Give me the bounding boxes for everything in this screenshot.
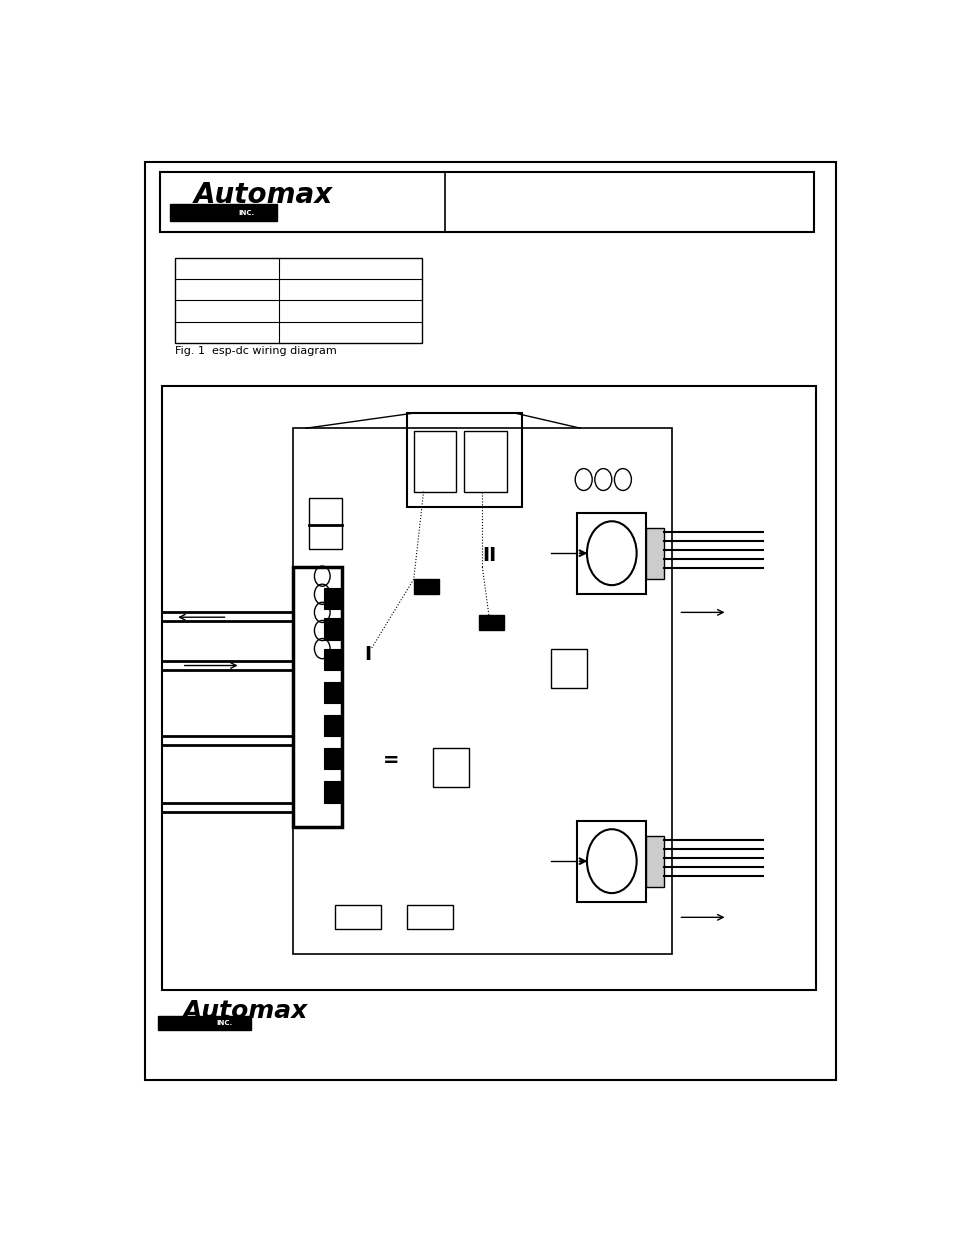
- Bar: [335, 905, 380, 930]
- Text: INC.: INC.: [216, 1020, 233, 1026]
- Bar: [324, 588, 341, 609]
- Text: INC.: INC.: [238, 210, 254, 216]
- Bar: [478, 615, 503, 631]
- Text: II: II: [481, 546, 496, 564]
- Bar: [407, 414, 521, 506]
- Text: =: =: [382, 751, 398, 769]
- Bar: [309, 498, 341, 550]
- Bar: [324, 715, 341, 736]
- Bar: [174, 258, 422, 343]
- Bar: [433, 748, 469, 788]
- Bar: [645, 527, 663, 579]
- Text: Automax: Automax: [182, 999, 307, 1023]
- Bar: [324, 682, 341, 703]
- Bar: [463, 431, 506, 492]
- Text: I: I: [364, 645, 371, 664]
- Bar: [407, 905, 453, 930]
- Bar: [170, 204, 276, 221]
- Bar: [324, 648, 341, 669]
- Bar: [158, 1016, 251, 1030]
- Bar: [414, 431, 456, 492]
- Bar: [414, 579, 438, 594]
- Bar: [293, 567, 341, 826]
- Bar: [324, 619, 341, 640]
- Bar: [577, 513, 645, 594]
- Bar: [162, 385, 815, 989]
- Bar: [645, 836, 663, 887]
- Bar: [293, 429, 671, 953]
- Bar: [577, 821, 645, 903]
- Bar: [160, 172, 813, 232]
- Bar: [551, 648, 586, 688]
- Bar: [324, 782, 341, 803]
- Text: Automax: Automax: [193, 180, 333, 209]
- Text: Fig. 1  esp-dc wiring diagram: Fig. 1 esp-dc wiring diagram: [174, 346, 336, 356]
- Bar: [324, 748, 341, 769]
